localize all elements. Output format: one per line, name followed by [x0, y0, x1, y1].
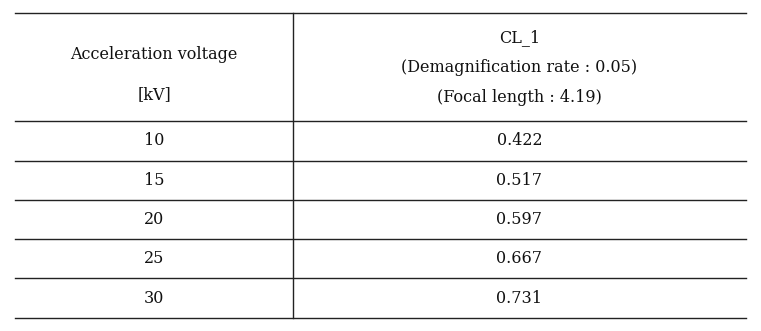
Text: 25: 25 [144, 250, 164, 267]
Text: 15: 15 [144, 172, 164, 189]
Text: 0.517: 0.517 [496, 172, 543, 189]
Text: 30: 30 [144, 290, 164, 307]
Text: [kV]: [kV] [137, 86, 171, 103]
Text: (Demagnification rate : 0.05): (Demagnification rate : 0.05) [401, 59, 638, 76]
Text: 0.597: 0.597 [496, 211, 543, 228]
Text: 20: 20 [144, 211, 164, 228]
Text: (Focal length : 4.19): (Focal length : 4.19) [437, 89, 602, 106]
Text: 0.422: 0.422 [497, 132, 542, 150]
Text: 0.731: 0.731 [496, 290, 543, 307]
Text: Acceleration voltage: Acceleration voltage [71, 46, 237, 63]
Text: CL_1: CL_1 [498, 29, 540, 46]
Text: 10: 10 [144, 132, 164, 150]
Text: 0.667: 0.667 [496, 250, 543, 267]
